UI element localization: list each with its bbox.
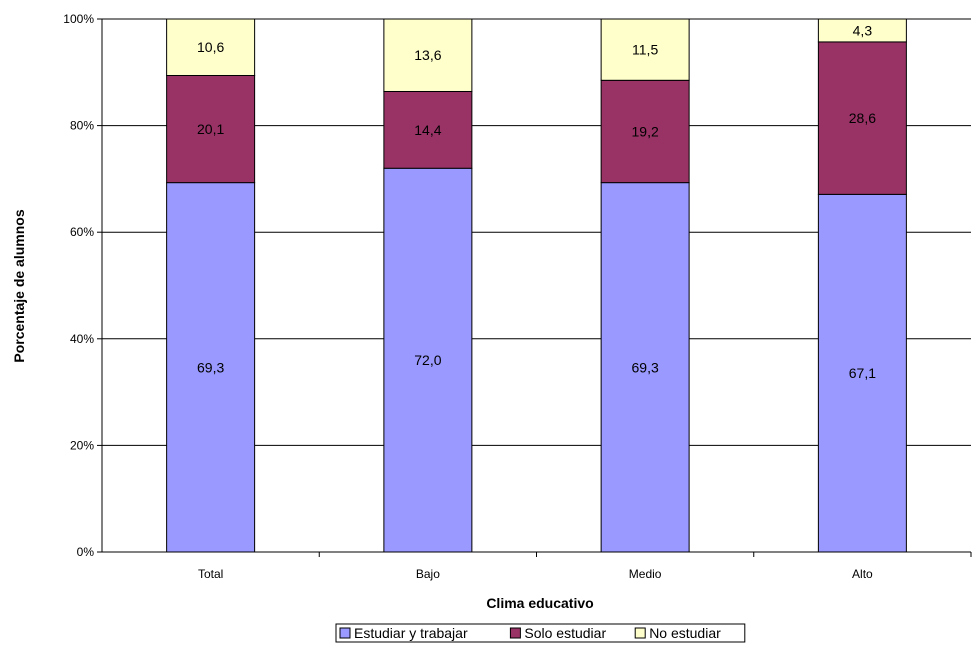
data-label: 19,2 [632,123,659,139]
y-tick-label: 0% [77,545,95,559]
y-tick-label: 80% [70,119,94,133]
legend-swatch [339,627,351,639]
data-label: 28,6 [849,110,876,126]
data-label: 4,3 [853,22,873,38]
data-label: 69,3 [632,359,659,375]
bar-segment [383,18,473,92]
legend: Estudiar y trabajar Solo estudiar No estud… [335,623,746,643]
x-tick-label: Medio [629,567,662,581]
bar-segment [166,182,256,553]
y-axis-title: Porcentaje de alumnos [11,209,27,362]
bar-segment [166,74,256,184]
legend-label: Estudiar y trabajar [354,625,468,641]
data-labels: 69,3 20,1 10,6 72,0 14,4 13,6 69,3 19,2 11,5 67,1… [197,22,876,381]
data-label: 69,3 [197,359,224,375]
data-label: 13,6 [414,47,441,63]
y-tick-label: 100% [63,12,94,26]
bars [166,18,907,553]
legend-swatch [509,627,521,639]
x-axis-title: Clima educativo [486,595,593,611]
bar-segment [600,182,690,553]
x-tick-label: Total [198,567,223,581]
data-label: 67,1 [849,365,876,381]
bar-segment [600,79,690,184]
x-tick-label: Alto [852,567,873,581]
bar-segment [600,18,690,81]
y-tick-label: 20% [70,438,94,452]
x-tick-label: Bajo [416,567,440,581]
data-label: 10,6 [197,39,224,55]
legend-label: Solo estudiar [524,625,606,641]
data-label: 14,4 [414,122,441,138]
y-tick-label: 40% [70,332,94,346]
bar-segment [383,90,473,169]
bar-segment [817,18,907,43]
bar-segment [166,18,256,76]
data-label: 20,1 [197,121,224,137]
legend-label: No estudiar [649,625,721,641]
legend-swatch [634,627,646,639]
data-label: 72,0 [414,352,441,368]
y-tick-label: 60% [70,225,94,239]
bar-segment [817,41,907,195]
data-label: 11,5 [632,42,658,58]
bar-segment [817,193,907,553]
